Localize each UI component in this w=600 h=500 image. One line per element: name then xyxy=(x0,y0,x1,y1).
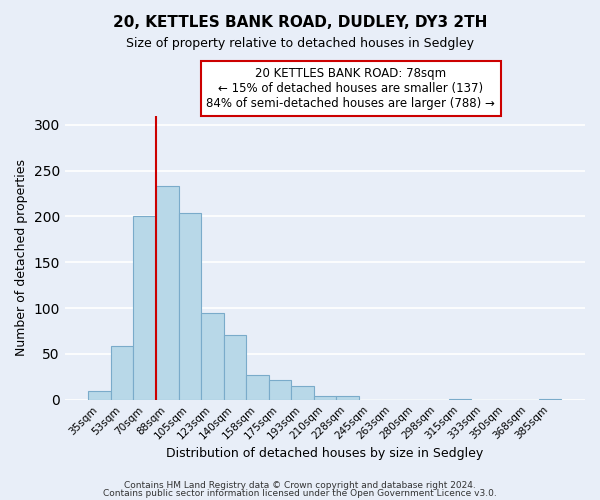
Text: Contains HM Land Registry data © Crown copyright and database right 2024.: Contains HM Land Registry data © Crown c… xyxy=(124,480,476,490)
Bar xyxy=(224,334,246,400)
X-axis label: Distribution of detached houses by size in Sedgley: Distribution of detached houses by size … xyxy=(166,447,484,460)
Bar xyxy=(111,346,133,400)
Bar xyxy=(246,375,269,400)
Bar xyxy=(291,386,314,400)
Bar xyxy=(88,390,111,400)
Text: 20 KETTLES BANK ROAD: 78sqm
← 15% of detached houses are smaller (137)
84% of se: 20 KETTLES BANK ROAD: 78sqm ← 15% of det… xyxy=(206,67,496,110)
Bar xyxy=(201,312,224,400)
Bar xyxy=(336,396,359,400)
Text: Size of property relative to detached houses in Sedgley: Size of property relative to detached ho… xyxy=(126,38,474,51)
Bar xyxy=(156,186,179,400)
Bar xyxy=(314,396,336,400)
Y-axis label: Number of detached properties: Number of detached properties xyxy=(15,159,28,356)
Bar xyxy=(449,399,471,400)
Bar xyxy=(133,216,156,400)
Text: 20, KETTLES BANK ROAD, DUDLEY, DY3 2TH: 20, KETTLES BANK ROAD, DUDLEY, DY3 2TH xyxy=(113,15,487,30)
Bar xyxy=(179,213,201,400)
Bar xyxy=(269,380,291,400)
Bar xyxy=(539,399,562,400)
Text: Contains public sector information licensed under the Open Government Licence v3: Contains public sector information licen… xyxy=(103,489,497,498)
